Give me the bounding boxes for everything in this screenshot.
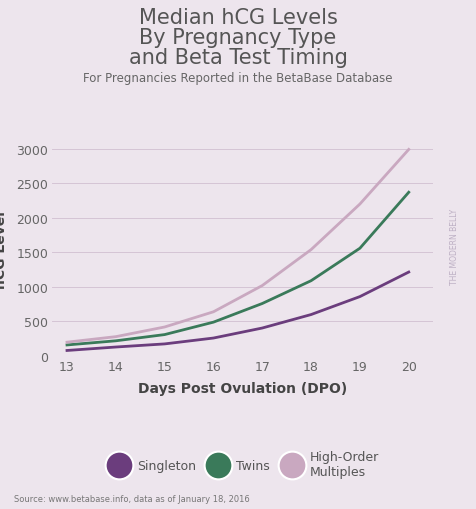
X-axis label: Days Post Ovulation (DPO): Days Post Ovulation (DPO) [138, 382, 347, 395]
Text: and Beta Test Timing: and Beta Test Timing [129, 48, 347, 68]
Text: THE MODERN BELLY: THE MODERN BELLY [450, 209, 459, 285]
Text: Median hCG Levels: Median hCG Levels [139, 8, 337, 27]
Text: Source: www.betabase.info, data as of January 18, 2016: Source: www.betabase.info, data as of Ja… [14, 494, 250, 503]
Legend: Singleton, Twins, High-Order
Multiples: Singleton, Twins, High-Order Multiples [107, 450, 379, 478]
Y-axis label: hCG Level: hCG Level [0, 211, 8, 288]
Text: For Pregnancies Reported in the BetaBase Database: For Pregnancies Reported in the BetaBase… [83, 72, 393, 85]
Text: By Pregnancy Type: By Pregnancy Type [139, 28, 337, 48]
